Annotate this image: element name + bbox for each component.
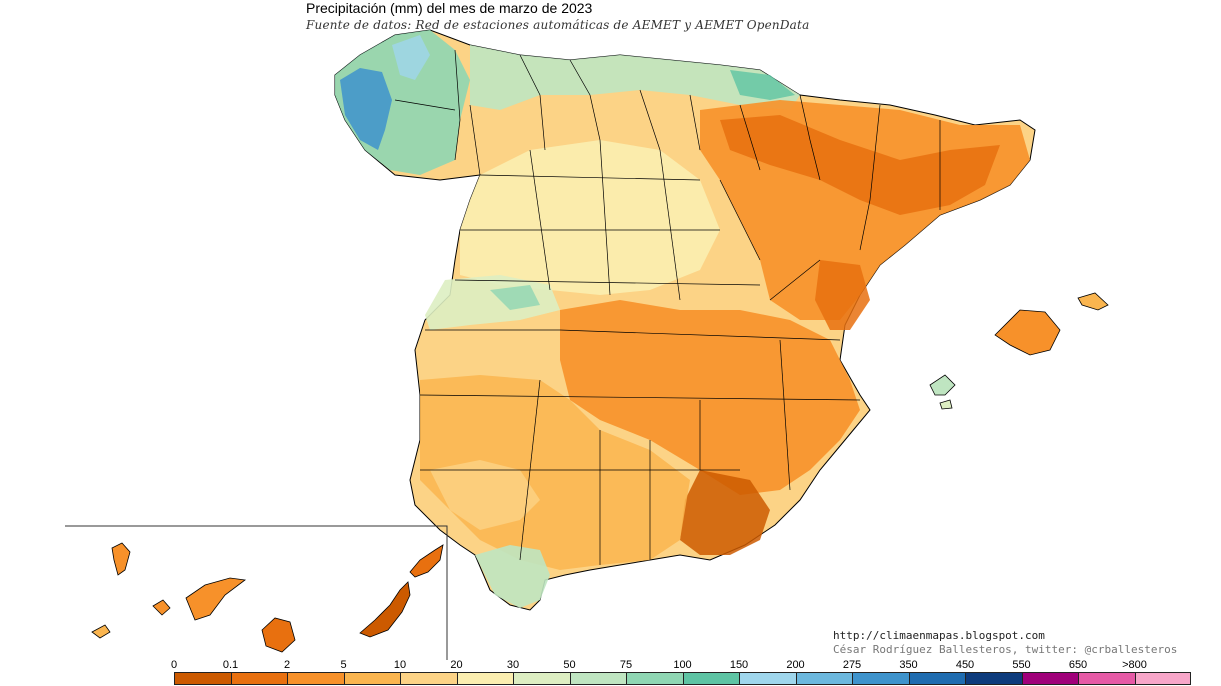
murcia-very-dry-zone (680, 470, 770, 555)
legend-swatch (174, 672, 231, 685)
fuerteventura (359, 581, 411, 638)
legend-swatch (513, 672, 570, 685)
legend-swatch (965, 672, 1022, 685)
teal-spot-center (490, 285, 540, 310)
legend-label: 50 (563, 659, 576, 671)
lanzarote (409, 544, 444, 578)
legend-label: 10 (393, 659, 407, 671)
ebro-very-dry-zone (720, 115, 1000, 215)
la-gomera (152, 599, 171, 616)
legend-swatch (569, 672, 626, 685)
legend-swatch (1134, 672, 1191, 685)
legend-label: 650 (1068, 659, 1088, 671)
legend-label: 450 (955, 659, 975, 671)
legend-swatch (682, 672, 739, 685)
legend-label: 350 (899, 659, 918, 671)
canary-islands (91, 542, 444, 653)
legend-label: 30 (506, 659, 520, 671)
legend-label: 100 (673, 659, 692, 671)
cantabrian-teal-spots (730, 70, 795, 100)
cantabrian-green-zone (470, 45, 800, 110)
menorca (1077, 292, 1109, 311)
legend-label: 5 (340, 659, 347, 671)
la-mancha-dry-zone (560, 300, 860, 495)
tenerife (185, 577, 247, 621)
legend-swatch (908, 672, 965, 685)
credits-url[interactable]: http://climaenmapas.blogspot.com (833, 629, 1045, 642)
gran-canaria (261, 617, 296, 653)
legend-swatch (795, 672, 852, 685)
formentera (939, 399, 953, 410)
legend-swatch (400, 672, 457, 685)
legend-swatch (852, 672, 909, 685)
legend-label: 0 (170, 659, 178, 671)
legend-swatch (343, 672, 400, 685)
province-borders (394, 49, 941, 565)
legend-label: 2 (283, 659, 291, 671)
legend-label: 75 (619, 659, 633, 671)
mainland-spain (334, 29, 1036, 611)
credits-author: César Rodríguez Ballesteros, twitter: @c… (833, 643, 1178, 656)
el-hierro (91, 624, 111, 639)
legend-swatch (456, 672, 513, 685)
legend-swatch (230, 672, 287, 685)
andalucia-pale-zone (430, 460, 540, 530)
galicia-lightblue-zone (392, 35, 430, 80)
balearic-islands (929, 292, 1109, 410)
legend-label: 150 (729, 659, 749, 671)
la-palma (111, 542, 131, 576)
legend-label: 200 (786, 659, 805, 671)
legend-label: 0.1 (222, 659, 239, 671)
legend-swatch (287, 672, 344, 685)
cadiz-green-zone (475, 545, 550, 608)
map-title: Precipitación (mm) del mes de marzo de 2… (306, 0, 593, 16)
legend-swatch (1078, 672, 1135, 685)
ibiza (929, 374, 956, 396)
legend-bar (174, 672, 1191, 686)
legend-labels: 0 0.1 2 5 10 20 30 50 75 100 150 200 275 350 450 550 650… (0, 659, 1221, 673)
legend-swatch (1021, 672, 1078, 685)
legend-swatch (739, 672, 796, 685)
legend-swatch (626, 672, 683, 685)
mallorca (994, 309, 1061, 356)
legend-label: 550 (1012, 659, 1031, 671)
legend-label: >800 (1122, 659, 1147, 671)
legend-label: 20 (450, 659, 463, 671)
credits: http://climaenmapas.blogspot.com César R… (833, 629, 1177, 657)
legend-label: 275 (842, 659, 862, 671)
valencia-very-dry-zone (815, 260, 870, 330)
canary-inset-frame (65, 525, 448, 660)
galicia-blue-zone (340, 68, 392, 150)
map-subtitle: Fuente de datos: Red de estaciones autom… (306, 18, 810, 32)
